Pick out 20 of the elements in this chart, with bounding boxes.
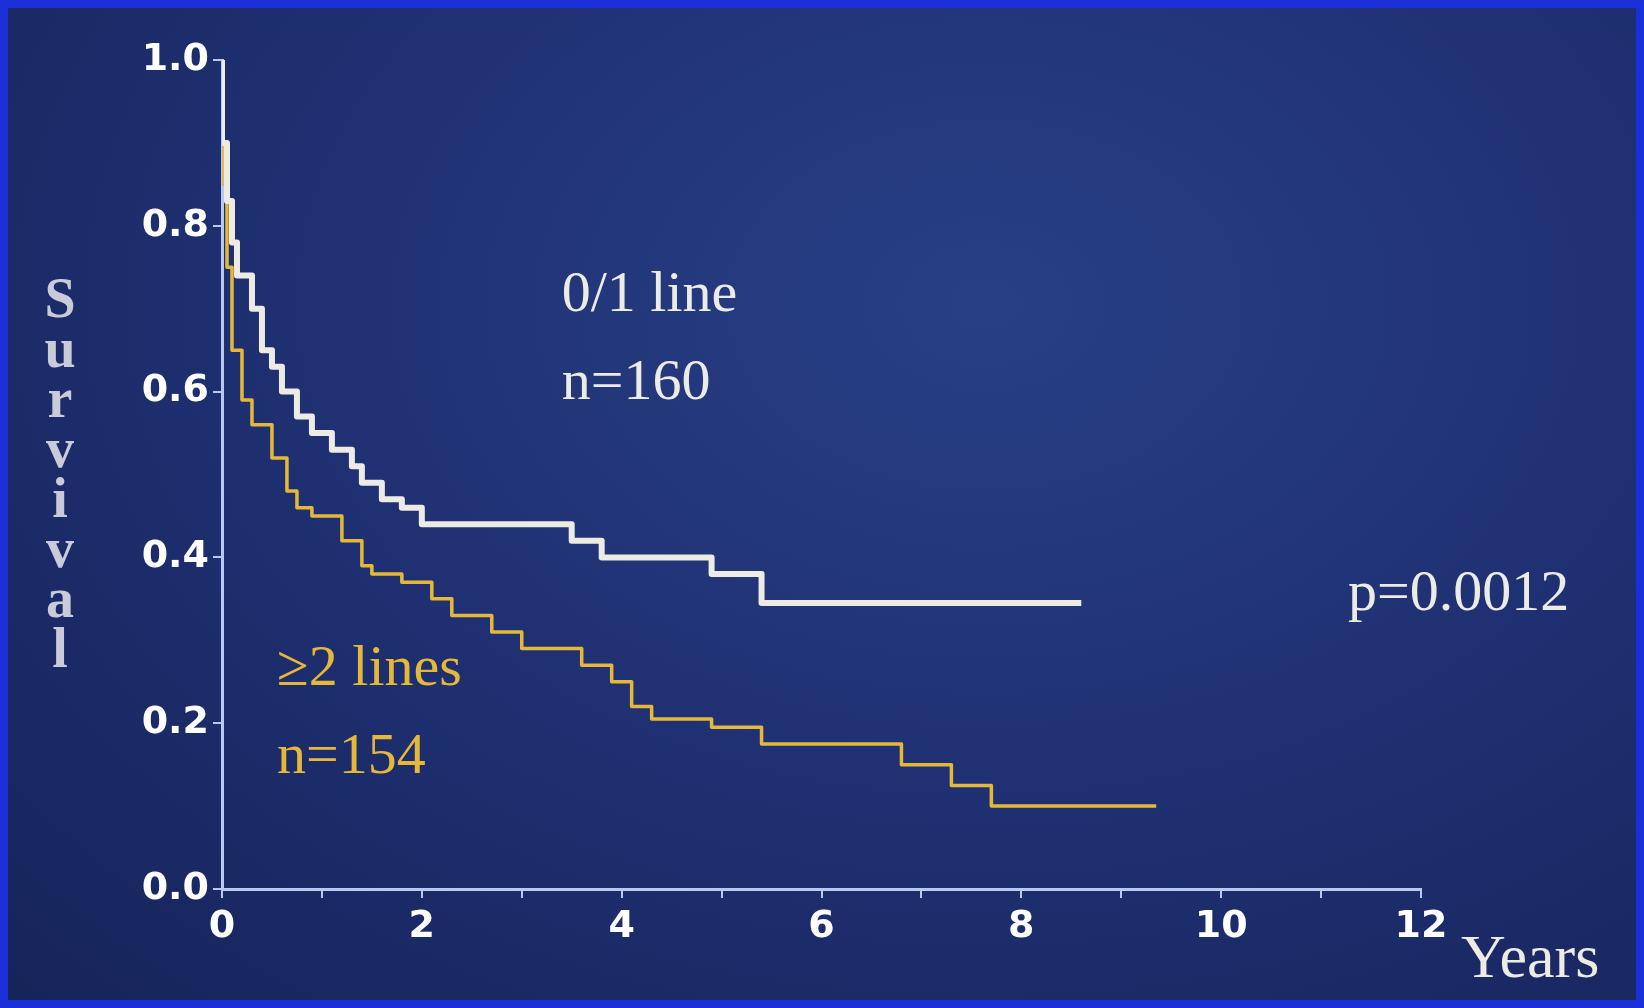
x-tick-label: 8 xyxy=(1008,901,1035,946)
y-tick-label: 0.4 xyxy=(141,532,209,577)
x-tick-label: 6 xyxy=(808,901,835,946)
y-tick-label: 0.6 xyxy=(141,366,209,411)
annotation: n=154 xyxy=(276,720,426,786)
x-tick-label: 0 xyxy=(208,901,236,946)
y-axis-title: Survival xyxy=(44,266,76,679)
y-tick-label: 0.8 xyxy=(141,200,209,245)
text: 0/1 line xyxy=(561,259,738,325)
x-axis-title: Years xyxy=(1461,922,1600,990)
x-tick-label: 12 xyxy=(1394,901,1448,946)
annotation: p=0.0012 xyxy=(1348,557,1570,623)
x-tick-label: 4 xyxy=(608,901,635,946)
x-tick-label: 10 xyxy=(1194,901,1248,946)
annotation: n=160 xyxy=(561,347,711,413)
series-label: ≥2 lines xyxy=(276,632,462,698)
y-tick-label: 1.0 xyxy=(141,34,209,79)
y-tick-label: 0.2 xyxy=(141,698,209,743)
y-tick-label: 0.0 xyxy=(141,863,209,908)
x-tick-label: 2 xyxy=(408,901,436,946)
